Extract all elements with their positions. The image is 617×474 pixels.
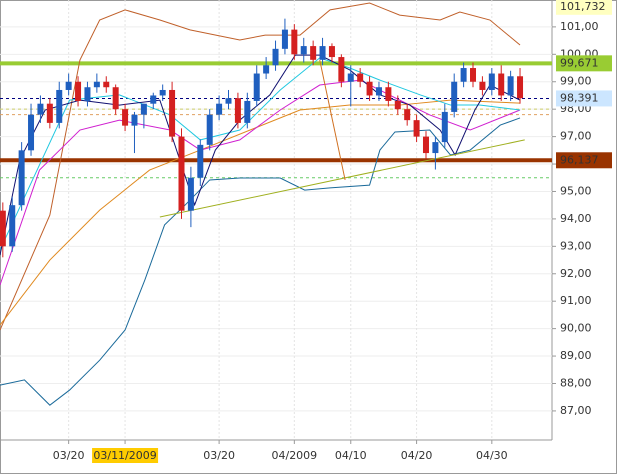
indicator-line <box>0 99 521 326</box>
candle-body <box>281 29 288 49</box>
y-tick-label: 97,00 <box>560 130 592 143</box>
candle-body <box>65 81 72 90</box>
x-tick-label: 04/2009 <box>271 449 317 462</box>
indicator-line <box>0 117 521 406</box>
candle-body <box>451 81 458 112</box>
price-label: 101,732 <box>560 0 606 13</box>
candle-body <box>272 48 279 66</box>
candle-body <box>122 109 129 126</box>
candle-body <box>319 46 326 60</box>
candle-body <box>84 87 91 101</box>
candle-body <box>150 95 157 104</box>
candle-body <box>216 103 223 115</box>
candle-body <box>169 89 176 137</box>
x-tick-label: 04/20 <box>401 449 433 462</box>
candle-body <box>28 114 35 151</box>
price-label: 99,671 <box>560 56 599 69</box>
indicator-line <box>0 2 521 331</box>
candle-body <box>517 76 524 99</box>
candle-body <box>93 81 100 88</box>
x-tick-label: 03/20 <box>53 449 85 462</box>
candle-body <box>413 120 420 137</box>
indicator-line <box>319 59 346 181</box>
candle-body <box>470 68 477 82</box>
candle-body <box>159 89 166 96</box>
y-tick-label: 89,00 <box>560 349 592 362</box>
price-label-box <box>556 90 612 107</box>
price-label: 96,137 <box>560 153 599 166</box>
candle-body <box>225 98 232 104</box>
y-tick-label: 94,00 <box>560 212 592 225</box>
y-tick-label: 95,00 <box>560 184 592 197</box>
candle-body <box>498 73 505 96</box>
indicator-line <box>0 57 521 251</box>
y-tick-label: 88,00 <box>560 376 592 389</box>
candle-body <box>338 57 345 82</box>
candle-body <box>347 73 354 82</box>
price-label-box <box>556 0 612 15</box>
candle-body <box>206 114 213 145</box>
candle-body <box>178 136 185 211</box>
candle-body <box>75 81 82 101</box>
x-tick-label: 03/20 <box>203 449 235 462</box>
candle-body <box>37 103 44 115</box>
candle-body <box>422 136 429 154</box>
x-tick-label: 04/30 <box>476 449 508 462</box>
y-tick-label: 92,00 <box>560 267 592 280</box>
y-tick-label: 93,00 <box>560 239 592 252</box>
y-tick-label: 91,00 <box>560 294 592 307</box>
x-tick-label: 04/10 <box>335 449 367 462</box>
price-label: 98,391 <box>560 91 599 104</box>
y-tick-label: 99,00 <box>560 75 592 88</box>
candle-body <box>357 73 364 82</box>
x-tick-label: 03/11/2009 <box>93 449 156 462</box>
candle-body <box>9 205 16 247</box>
candle-body <box>263 65 270 74</box>
candle-body <box>103 81 110 88</box>
candle-body <box>131 114 138 126</box>
candle-body <box>404 109 411 121</box>
y-tick-label: 90,00 <box>560 322 592 335</box>
y-tick-label: 87,00 <box>560 404 592 417</box>
candle-body <box>479 81 486 90</box>
candle-body <box>375 87 382 96</box>
candle-body <box>328 46 335 58</box>
candle-body <box>0 210 6 247</box>
candle-body <box>112 87 119 110</box>
candle-body <box>46 103 53 123</box>
indicator-line <box>0 79 521 286</box>
price-label-box <box>556 55 612 72</box>
candle-body <box>385 87 392 101</box>
candle-body <box>18 150 25 206</box>
x-tick-highlight <box>92 448 159 463</box>
candle-body <box>291 29 298 55</box>
candle-body <box>441 111 448 143</box>
price-label-box <box>556 152 612 169</box>
candle-body <box>187 177 194 211</box>
candle-body <box>366 81 373 96</box>
candle-body <box>234 98 241 123</box>
candle-body <box>197 144 204 178</box>
candle-body <box>244 100 251 123</box>
candle-body <box>56 89 63 123</box>
indicator-line <box>0 54 521 256</box>
candle-body <box>507 76 514 96</box>
candle-body <box>310 46 317 60</box>
candle-body <box>460 68 467 82</box>
candle-body <box>394 100 401 110</box>
y-tick-label: 101,00 <box>560 20 599 33</box>
candle-body <box>253 73 260 101</box>
candle-body <box>300 46 307 55</box>
candle-body <box>488 73 495 90</box>
indicator-line <box>159 139 525 218</box>
candle-body <box>432 142 439 154</box>
candle-body <box>140 103 147 115</box>
